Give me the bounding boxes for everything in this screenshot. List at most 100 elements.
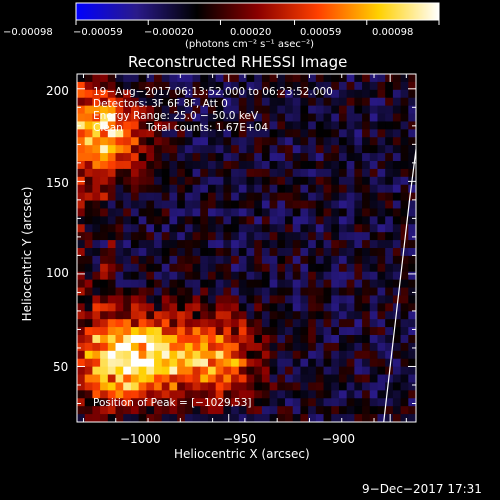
heatmap-cell — [200, 279, 209, 289]
heatmap-cell — [400, 248, 409, 257]
heatmap-cell — [377, 240, 386, 249]
heatmap-cell — [392, 311, 402, 320]
heatmap-cell — [154, 366, 163, 376]
heatmap-cell — [331, 311, 340, 320]
heatmap-cell — [269, 382, 278, 391]
heatmap-cell — [123, 358, 132, 368]
heatmap-cell — [392, 390, 402, 399]
heatmap-cell — [246, 121, 255, 130]
heatmap-cell — [292, 184, 302, 194]
heatmap-cell — [408, 303, 416, 312]
heatmap-cell — [346, 335, 355, 344]
heatmap-cell — [408, 113, 416, 123]
heatmap-cell — [130, 232, 140, 241]
heatmap-cell — [246, 287, 255, 297]
heatmap-cell — [392, 398, 402, 407]
heatmap-cell — [362, 327, 371, 336]
heatmap-cell — [277, 74, 286, 83]
heatmap-cell — [238, 97, 248, 107]
heatmap-cell — [277, 358, 286, 368]
heatmap-cell — [277, 335, 286, 344]
heatmap-cell — [362, 319, 371, 328]
heatmap-cell — [200, 240, 209, 249]
heatmap-cell — [261, 382, 271, 391]
heatmap-cell — [154, 271, 163, 281]
heatmap-cell — [254, 105, 263, 115]
heatmap-cell — [308, 382, 317, 391]
heatmap-cell — [84, 74, 93, 83]
heatmap-cell — [261, 263, 271, 273]
heatmap-cell — [177, 137, 186, 146]
heatmap-cell — [169, 81, 178, 91]
heatmap-cell — [238, 161, 248, 170]
heatmap-cell — [146, 279, 155, 289]
heatmap-cell — [184, 89, 194, 99]
heatmap-cell — [154, 208, 163, 217]
heatmap-cell — [138, 358, 147, 368]
heatmap-cell — [285, 248, 294, 257]
heatmap-cell — [146, 398, 155, 407]
heatmap-cell — [377, 153, 386, 162]
heatmap-cell — [385, 216, 394, 225]
heatmap-cell — [246, 81, 255, 91]
heatmap-cell — [138, 240, 147, 249]
heatmap-cell — [369, 137, 379, 146]
heatmap-cell — [92, 168, 101, 178]
heatmap-cell — [154, 97, 163, 107]
heatmap-cell — [223, 184, 232, 194]
heatmap-cell — [362, 263, 371, 273]
heatmap-cell — [177, 319, 186, 328]
heatmap-cell — [238, 287, 248, 297]
heatmap-cell — [161, 129, 171, 138]
heatmap-cell — [254, 97, 263, 107]
heatmap-cell — [177, 327, 186, 336]
heatmap-cell — [377, 295, 386, 304]
heatmap-cell — [377, 121, 386, 130]
heatmap-cell — [408, 374, 416, 384]
heatmap-cell — [107, 382, 117, 391]
heatmap-cell — [261, 374, 271, 384]
heatmap-cell — [200, 248, 209, 257]
heatmap-cell — [84, 414, 93, 422]
heatmap-cell — [207, 105, 217, 115]
heatmap-cell — [215, 366, 224, 376]
heatmap-cell — [346, 121, 355, 130]
heatmap-cell — [184, 279, 194, 289]
heatmap-cell — [354, 232, 363, 241]
heatmap-cell — [77, 366, 86, 376]
heatmap-cell — [338, 129, 348, 138]
heatmap-cell — [184, 350, 194, 360]
heatmap-cell — [392, 121, 402, 130]
heatmap-cell — [400, 287, 409, 297]
heatmap-cell — [200, 335, 209, 344]
heatmap-cell — [161, 311, 171, 320]
heatmap-cell — [146, 168, 155, 178]
heatmap-cell — [154, 168, 163, 178]
heatmap-cell — [138, 105, 147, 115]
annotation-time-range: 19−Aug−2017 06:13:52.000 to 06:23:52.000 — [93, 86, 333, 98]
heatmap-cell — [315, 208, 325, 217]
heatmap-cell — [246, 382, 255, 391]
heatmap-cell — [238, 366, 248, 376]
heatmap-cell — [285, 192, 294, 202]
heatmap-cell — [323, 358, 332, 368]
heatmap-cell — [115, 224, 124, 233]
heatmap-cell — [254, 200, 263, 210]
heatmap-cell — [177, 271, 186, 281]
heatmap-cell — [385, 224, 394, 233]
heatmap-cell — [369, 319, 379, 328]
heatmap-cell — [154, 161, 163, 170]
heatmap-cell — [77, 311, 86, 320]
heatmap-cell — [408, 390, 416, 399]
heatmap-cell — [246, 168, 255, 178]
heatmap-cell — [207, 366, 217, 376]
heatmap-cell — [92, 366, 101, 376]
heatmap-cell — [261, 327, 271, 336]
heatmap-cell — [146, 129, 155, 138]
heatmap-cell — [408, 200, 416, 210]
heatmap-cell — [269, 121, 278, 130]
heatmap-cell — [292, 168, 302, 178]
heatmap-cell — [300, 390, 309, 399]
heatmap-cell — [269, 295, 278, 304]
heatmap-cell — [100, 311, 109, 320]
